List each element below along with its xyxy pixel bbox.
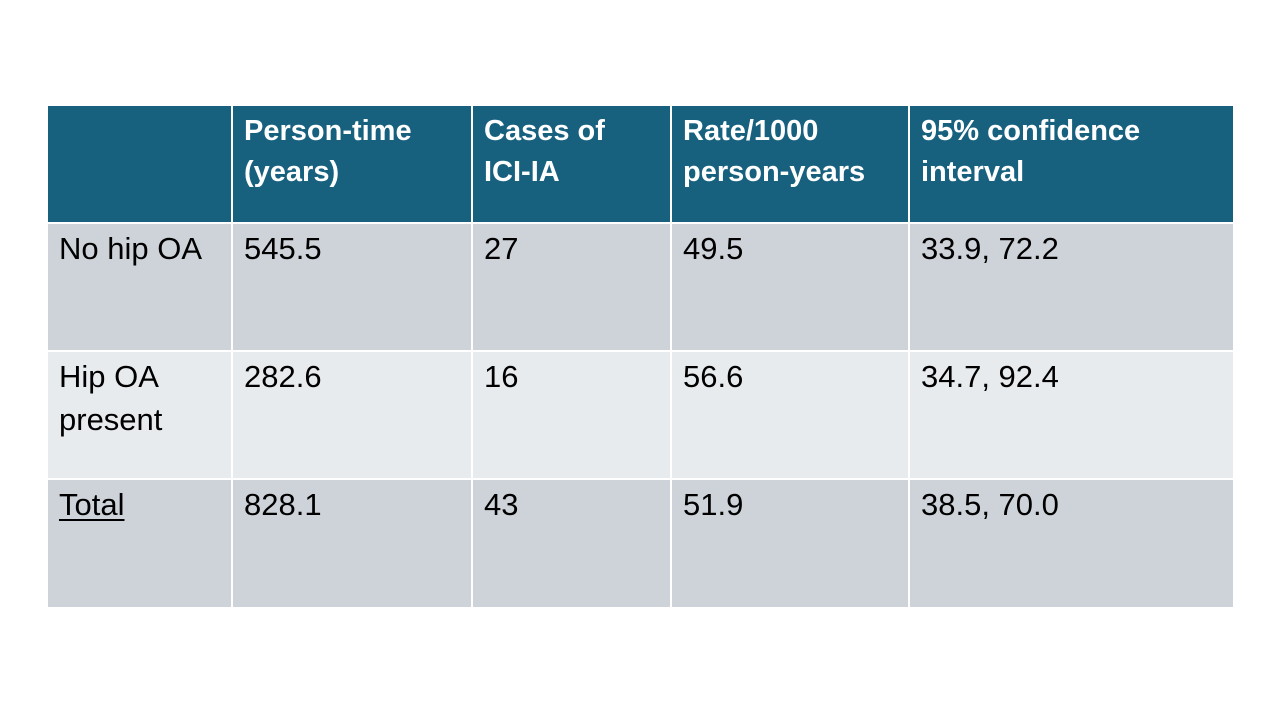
rate-cell: 56.6	[672, 352, 908, 478]
row-label-cell: No hip OA	[48, 224, 231, 350]
cases-cell: 43	[473, 480, 670, 607]
cases-cell: 27	[473, 224, 670, 350]
header-cell-rate: Rate/1000 person-years	[672, 106, 908, 222]
header-cell-ci: 95% confidence interval	[910, 106, 1233, 222]
rate-cell: 51.9	[672, 480, 908, 607]
rate-cell: 49.5	[672, 224, 908, 350]
row-label-cell: Hip OA present	[48, 352, 231, 478]
ci-cell: 33.9, 72.2	[910, 224, 1233, 350]
person-time-cell: 545.5	[233, 224, 471, 350]
cases-cell: 16	[473, 352, 670, 478]
header-cell-person-time: Person-time (years)	[233, 106, 471, 222]
row-label-cell-total: Total	[48, 480, 231, 607]
person-time-cell: 828.1	[233, 480, 471, 607]
ci-cell: 34.7, 92.4	[910, 352, 1233, 478]
incidence-rate-table: Person-time (years) Cases of ICI-IA Rate…	[48, 106, 1233, 607]
header-cell-empty	[48, 106, 231, 222]
header-cell-cases: Cases of ICI-IA	[473, 106, 670, 222]
ci-cell: 38.5, 70.0	[910, 480, 1233, 607]
person-time-cell: 282.6	[233, 352, 471, 478]
total-label: Total	[59, 487, 125, 522]
